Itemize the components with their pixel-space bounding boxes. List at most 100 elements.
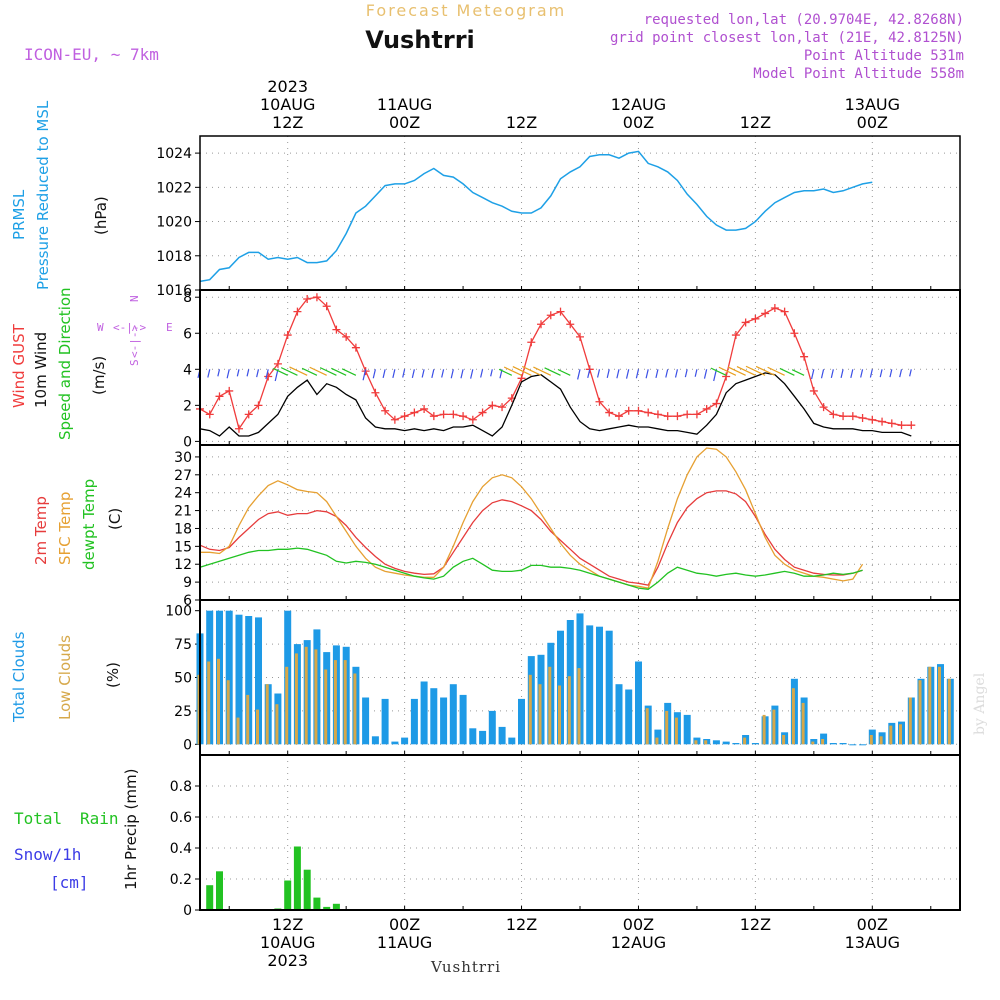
panel-border — [199, 444, 961, 601]
total-cloud-bar — [712, 740, 720, 745]
wind-arrow — [450, 369, 454, 379]
y-tick-label: 0 — [183, 737, 192, 753]
total-cloud-bar — [722, 741, 730, 745]
gridpoint-coords: grid point closest lon,lat (21E, 42.8125… — [610, 30, 964, 46]
low-cloud-bar — [879, 736, 883, 745]
compass-w: W — [97, 321, 104, 334]
low-cloud-bar — [665, 710, 669, 745]
panel-clouds: 0 25 50 75 100 — [165, 600, 960, 755]
total-cloud-bar — [596, 626, 603, 745]
low-cloud-bar — [928, 666, 932, 745]
low-cloud-bar — [938, 666, 941, 745]
gust-point — [644, 408, 653, 417]
compass-e: E — [166, 321, 173, 334]
low-cloud-bar — [577, 668, 581, 745]
gust-point — [761, 309, 770, 318]
low-cloud-bar — [704, 740, 708, 745]
compass-n: N — [128, 295, 141, 302]
low-cloud-bar — [294, 653, 298, 745]
y-tick-label: 12 — [174, 557, 192, 573]
y-tick-label: 21 — [174, 504, 192, 520]
gust-point — [624, 406, 633, 415]
wind-arrow — [684, 369, 688, 378]
gust-point — [780, 307, 789, 316]
y-tick-label: 1016 — [156, 283, 192, 299]
total-cloud-bar — [245, 616, 253, 745]
wind-arrow — [309, 366, 327, 376]
bottom-time-label: 12Z — [506, 915, 537, 934]
model-altitude: Model Point Altitude 558m — [753, 66, 964, 82]
y-tick-label: 4 — [183, 362, 192, 378]
precip-rain-label: Rain — [80, 809, 119, 828]
top-time-label: 12Z — [272, 113, 303, 132]
gust-point — [205, 410, 214, 419]
wind-arrow — [265, 369, 269, 380]
precip-unit: 1hr Precip (mm) — [122, 769, 140, 890]
total-cloud-bar — [225, 610, 233, 745]
wind-arrow — [402, 369, 406, 378]
wind-arrow — [674, 369, 679, 378]
point-altitude: Point Altitude 531m — [804, 48, 964, 64]
low-cloud-bar — [908, 697, 912, 745]
wind-arrow — [820, 369, 825, 379]
low-cloud-bar — [918, 680, 922, 745]
gust-point — [517, 374, 526, 383]
wind-arrow — [879, 369, 883, 378]
rain-bar — [303, 869, 311, 910]
bottom-time-label: 12Z — [272, 915, 303, 934]
low-cloud-bar — [743, 737, 747, 745]
low-cloud-bar — [324, 669, 328, 745]
wind-arrow — [421, 369, 425, 378]
y-tick-label: 1022 — [156, 180, 192, 196]
low-cloud-bar — [899, 724, 902, 745]
low-cloud-bar — [558, 685, 561, 745]
low-clouds-label: Low Clouds — [56, 635, 74, 720]
wind-arrow — [411, 369, 415, 379]
wind-10m-label: 10m Wind — [32, 332, 50, 408]
low-cloud-bar — [246, 694, 250, 745]
svg-text:<-|->: <-|-> — [128, 325, 141, 358]
wind-arrow — [372, 369, 376, 379]
wind-arrow — [703, 369, 708, 379]
wind-arrow — [490, 369, 493, 377]
total-cloud-bar — [654, 729, 662, 745]
gust-point — [468, 415, 477, 424]
low-cloud-bar — [353, 673, 357, 745]
total-cloud-bar — [518, 698, 525, 745]
precip-snow-label: Snow/1h — [14, 845, 81, 864]
gust-point — [273, 359, 282, 368]
gust-point — [420, 404, 429, 413]
total-cloud-bar — [371, 736, 379, 745]
wind-arrow — [635, 369, 640, 379]
total-cloud-bar — [469, 728, 477, 745]
bottom-time-label: 10AUG — [260, 933, 315, 952]
temp-2m-label: 2m Temp — [32, 496, 50, 565]
gust-point — [556, 307, 565, 316]
gust-point — [868, 415, 877, 424]
low-cloud-bar — [694, 740, 698, 745]
gust-point — [683, 410, 692, 419]
low-cloud-bar — [304, 646, 308, 745]
gust-point — [614, 412, 623, 421]
clouds-unit: (%) — [104, 662, 122, 688]
wind-arrow — [665, 369, 669, 378]
low-cloud-bar — [285, 666, 289, 745]
y-tick-label: 9 — [183, 575, 192, 591]
wind-arrow — [256, 369, 260, 378]
gust-point — [848, 412, 857, 421]
y-tick-label: 15 — [174, 539, 192, 555]
wind-arrow — [272, 367, 288, 376]
y-tick-label: 6 — [183, 326, 192, 342]
gust-point — [595, 397, 604, 406]
low-cloud-bar — [343, 660, 347, 745]
gust-point — [800, 352, 809, 361]
precip-cm-label: [cm] — [50, 873, 89, 892]
low-cloud-bar — [217, 658, 220, 745]
y-tick-label: 8 — [183, 290, 192, 306]
gust-point — [673, 412, 682, 421]
top-time-label: 2023 — [267, 77, 308, 96]
wind-arrow — [606, 369, 610, 379]
sfctemp-line — [200, 447, 864, 589]
wind-arrow — [755, 365, 776, 376]
